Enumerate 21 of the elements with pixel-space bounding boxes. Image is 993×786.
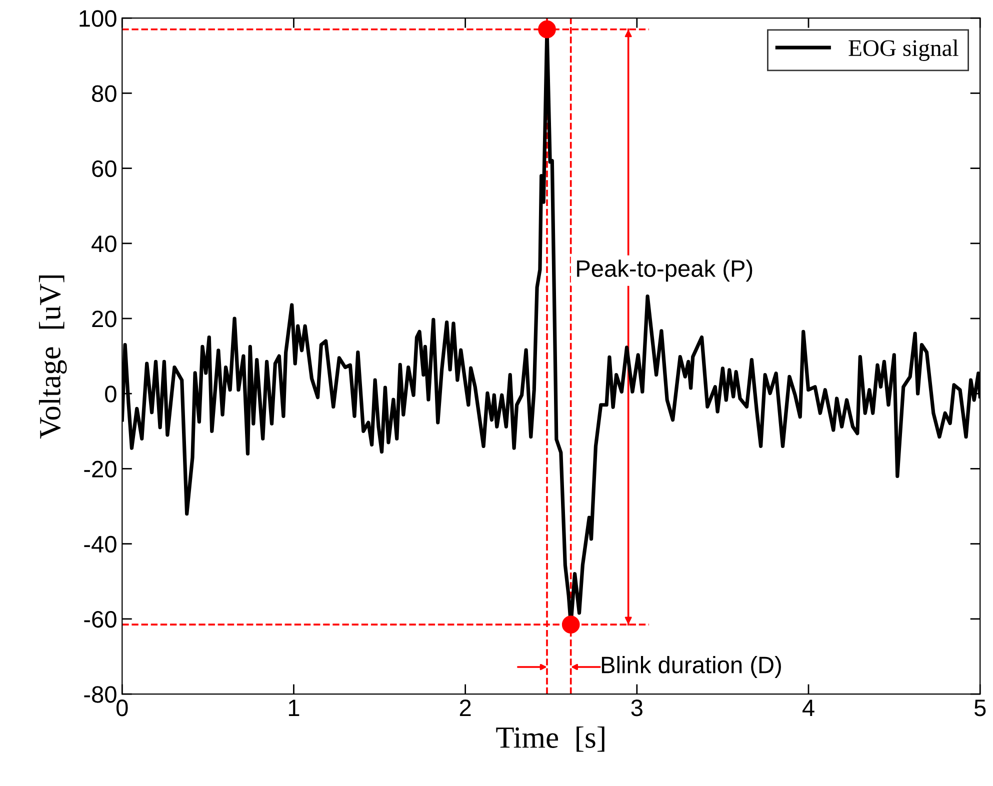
y-tick-label: -40 bbox=[84, 536, 116, 553]
y-tick-label: -60 bbox=[84, 611, 116, 628]
y-tick-label: 60 bbox=[92, 160, 116, 178]
y-tick-label: 100 bbox=[80, 10, 116, 27]
x-tick-label: 1 bbox=[288, 700, 300, 716]
y-tick-label: -20 bbox=[84, 460, 116, 478]
y-tick-label: 80 bbox=[92, 85, 116, 102]
x-tick-label: 2 bbox=[460, 700, 471, 716]
y-tick-label: -80 bbox=[84, 686, 116, 703]
y-tick-label: 40 bbox=[92, 235, 116, 252]
x-tick-label: 4 bbox=[802, 700, 814, 716]
legend-label: EOG signal bbox=[848, 39, 958, 61]
x-tick-label: 3 bbox=[631, 700, 642, 716]
y-tick-label: 0 bbox=[105, 386, 116, 402]
annotation: Blink duration (D) bbox=[602, 656, 781, 678]
y-tick-label: 20 bbox=[92, 310, 116, 328]
x-tick-label: 0 bbox=[116, 700, 128, 716]
x-axis-title: Time [s] bbox=[496, 726, 604, 752]
y-axis-title: Voltage [uV] bbox=[38, 275, 67, 439]
ref-line-label: Peak-to-peak (P) bbox=[577, 260, 752, 282]
x-tick-label: 5 bbox=[974, 700, 986, 716]
